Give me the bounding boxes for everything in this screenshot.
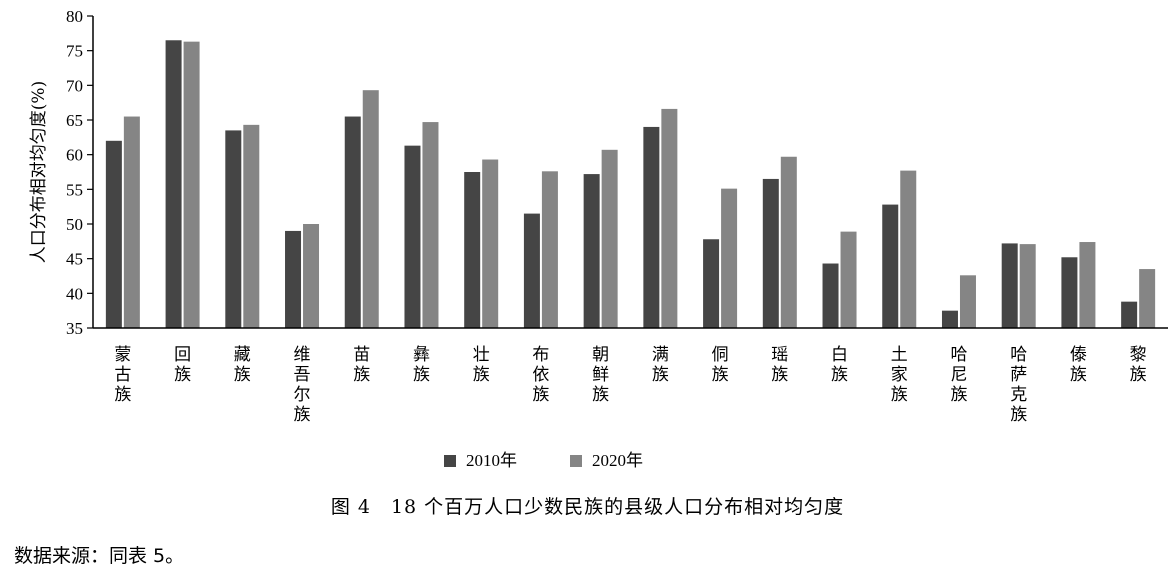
y-tick-label: 35 [66,319,83,338]
y-tick-label: 65 [66,111,83,130]
bar-2010 [583,174,600,328]
bar-2010 [941,310,958,328]
bar-2010 [1061,257,1078,328]
bars [105,40,1156,329]
bar-2020 [243,124,260,328]
legend-swatch-2010 [444,455,456,467]
y-tick-label: 55 [66,180,83,199]
bar-2010 [703,239,720,328]
bar-2010 [225,130,242,328]
category-label: 布依族 [532,345,549,405]
bar-chart: 人口分布相对均匀度(%) 35 40 45 50 55 60 65 70 75 80 蒙古族 回族 藏… [29,7,1168,470]
y-axis-label: 人口分布相对均匀度(%) [29,81,49,263]
bar-2010 [523,213,540,328]
bar-2010 [404,145,421,328]
bar-2020 [183,41,200,329]
bar-2010 [285,230,302,328]
y-tick-label: 60 [66,146,83,165]
bar-2010 [762,178,779,328]
bar-2020 [1019,244,1036,328]
category-label: 傣族 [1070,345,1087,385]
bar-2010 [643,126,660,328]
bar-2020 [661,108,678,328]
category-label: 朝鲜族 [592,345,609,405]
bar-2020 [780,156,797,328]
category-label: 苗族 [353,345,370,385]
category-label: 哈萨克族 [1010,345,1027,425]
category-label: 满族 [652,345,669,385]
bar-2020 [541,171,558,328]
category-label: 壮族 [473,345,490,385]
bar-2020 [422,122,439,328]
bar-2010 [344,116,361,329]
legend-swatch-2020 [570,455,582,467]
legend-label-2010: 2010年 [466,451,517,470]
bar-2020 [303,224,320,328]
category-label: 维吾尔族 [294,345,311,425]
legend-label-2020: 2020年 [592,451,643,470]
category-label: 白族 [831,345,848,385]
category-label: 黎族 [1130,345,1147,385]
bar-2020 [123,116,140,329]
bar-2020 [601,149,618,328]
bar-2010 [1001,243,1018,328]
category-label: 蒙古族 [114,345,131,405]
bar-2020 [900,170,917,328]
category-label: 回族 [174,345,191,385]
bar-2020 [1139,269,1156,328]
data-source-note: 数据来源：同表 5。 [14,545,185,567]
y-tick-label: 50 [66,215,83,234]
category-label: 土家族 [891,345,908,405]
bar-2010 [882,204,899,328]
legend: 2010年 2020年 [444,451,643,470]
bar-2020 [362,90,379,328]
bar-2010 [1121,301,1138,328]
bar-2020 [721,188,738,328]
bar-2010 [165,40,182,329]
bar-2010 [105,140,122,328]
x-axis: 蒙古族 回族 藏族 维吾尔族 苗族 彝族 壮族 布依族 朝鲜族 满族 侗族 瑶族 白族 土家族 哈尼族 哈萨克… [93,327,1168,425]
category-label: 瑶族 [771,345,788,385]
y-tick-label: 70 [66,76,83,95]
bar-2020 [1079,242,1096,328]
category-label: 藏族 [234,345,251,385]
y-axis: 35 40 45 50 55 60 65 70 75 80 [66,7,94,338]
bar-2010 [464,172,481,328]
y-axis-title: 人口分布相对均匀度(%) [29,81,49,263]
y-tick-label: 45 [66,250,83,269]
bar-2010 [822,263,839,328]
category-label: 侗族 [712,345,729,385]
y-tick-label: 75 [66,42,83,61]
category-label: 彝族 [413,345,430,385]
figure-caption: 图 4 18 个百万人口少数民族的县级人口分布相对均匀度 [330,496,845,518]
y-tick-label: 40 [66,284,83,303]
bar-2020 [959,275,976,328]
bar-2020 [482,159,499,328]
category-label: 哈尼族 [950,345,967,405]
y-tick-label: 80 [66,7,83,26]
bar-2020 [840,231,857,328]
